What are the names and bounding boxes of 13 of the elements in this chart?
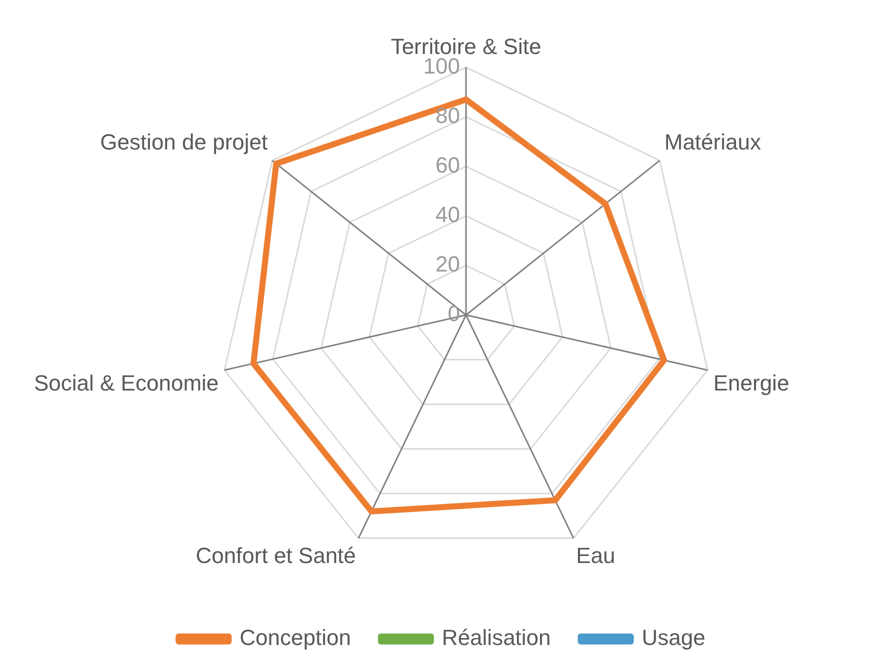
legend-label: Conception [240, 625, 351, 650]
legend-label: Réalisation [442, 625, 551, 650]
spoke-label: Gestion de projet [100, 130, 268, 155]
legend-label: Usage [642, 625, 706, 650]
spoke-label: Energie [713, 370, 790, 396]
spoke-label: Social & Economie [34, 370, 219, 396]
y-tick-label: 60 [436, 152, 460, 178]
spoke-label: Matériaux [664, 130, 761, 155]
y-tick-label: 80 [436, 102, 460, 128]
spoke-label: Eau [576, 542, 616, 568]
spoke-label: Confort et Santé [196, 542, 356, 568]
y-tick-label: 20 [436, 252, 460, 277]
y-tick-label: 40 [436, 202, 460, 227]
